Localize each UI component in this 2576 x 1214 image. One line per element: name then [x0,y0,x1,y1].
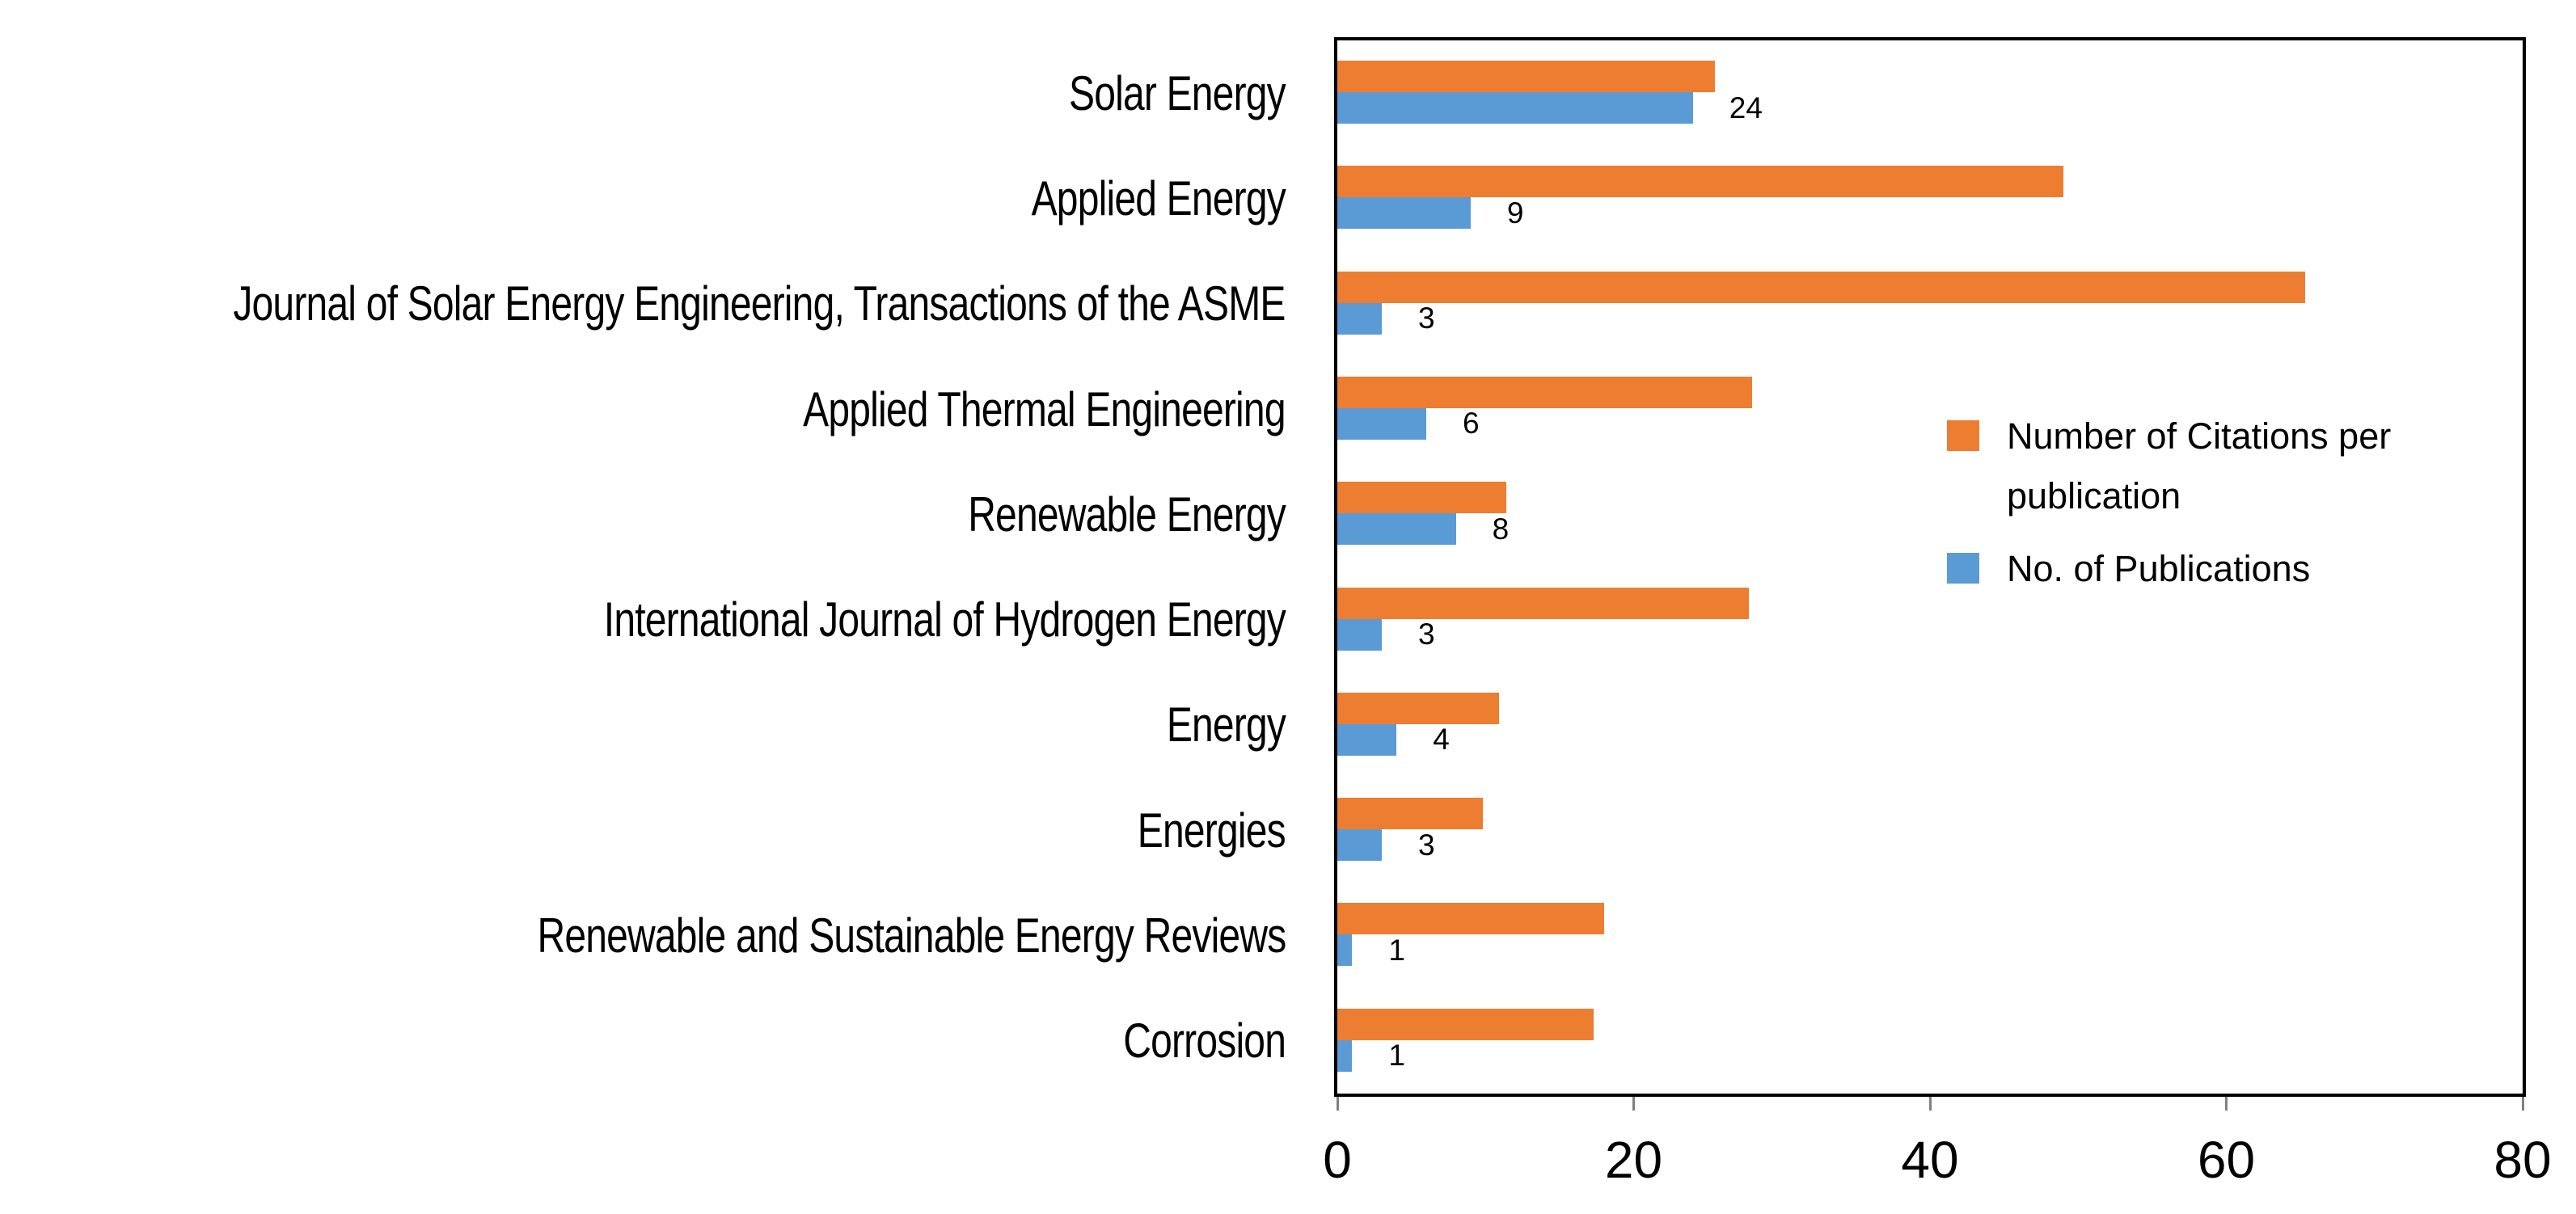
category-axis: Solar Energy Applied Energy Journal of Sol… [0,40,1308,1094]
x-tick-label: 20 [1604,1131,1663,1189]
category-label: Renewable Energy [968,487,1286,542]
bar-publications [1337,197,1471,230]
bar-publications [1337,618,1382,651]
bar-publications [1337,513,1456,546]
bar-citations-per-publication [1337,482,1506,514]
x-tick-label: 0 [1323,1131,1352,1189]
plot-area: 24 9 3 6 8 3 4 3 1 1 [1334,37,2526,1097]
bar-publications [1337,723,1397,756]
legend-item-citations: Number of Citations per publication [1947,407,2464,526]
value-label: 24 [1729,91,1763,124]
value-label: 1 [1388,933,1405,967]
bar-publications [1337,1039,1353,1072]
bar-citations-per-publication [1337,271,2305,303]
legend-swatch-publications [1947,553,1979,584]
bar-publications [1337,407,1426,440]
bar-publications [1337,302,1382,335]
x-tick-label: 40 [1901,1131,1959,1189]
legend: Number of Citations per publication No. … [1947,407,2464,612]
x-tick-mark [1632,1097,1635,1111]
bar-citations-per-publication [1337,587,1750,619]
value-label: 8 [1492,512,1510,546]
bar-publications [1337,934,1353,967]
x-tick-mark [1928,1097,1932,1111]
bar-publications [1337,92,1693,124]
value-label: 9 [1506,196,1524,230]
bar-citations-per-publication [1337,798,1483,830]
category-label: Journal of Solar Energy Engineering, Tra… [233,276,1286,331]
x-tick-mark [2521,1097,2524,1111]
value-label: 3 [1417,301,1435,335]
category-label: Energy [1166,698,1286,752]
category-label: Corrosion [1123,1014,1286,1069]
bar-citations-per-publication [1337,1008,1594,1040]
category-label: Energies [1137,803,1286,858]
bar-citations-per-publication [1337,61,1716,92]
bar-publications [1337,829,1382,862]
category-label: Solar Energy [1069,65,1286,120]
legend-swatch-citations [1947,420,1979,451]
value-label: 1 [1388,1039,1405,1073]
value-label: 4 [1433,723,1450,757]
legend-item-publications: No. of Publications [1947,539,2464,599]
category-label: Renewable and Sustainable Energy Reviews [537,908,1286,963]
bar-citations-per-publication [1337,903,1604,935]
x-tick-mark [1336,1097,1339,1111]
legend-label-publications: No. of Publications [2007,548,2311,589]
category-label: Applied Energy [1031,171,1286,226]
bar-citations-per-publication [1337,376,1753,408]
x-tick-label: 60 [2197,1131,2256,1189]
value-label: 6 [1462,407,1480,440]
bar-citations-per-publication [1337,166,2063,198]
x-tick-mark [2225,1097,2228,1111]
legend-label-citations: Number of Citations per publication [2007,415,2392,516]
value-label: 3 [1417,828,1435,862]
bar-citations-per-publication [1337,692,1499,724]
value-label: 3 [1417,618,1435,651]
plot-series-container: 24 9 3 6 8 3 4 3 1 1 [1337,40,2523,1094]
category-label: International Journal of Hydrogen Energy [603,592,1286,647]
x-tick-label: 80 [2494,1131,2552,1189]
category-label: Applied Thermal Engineering [803,381,1286,436]
